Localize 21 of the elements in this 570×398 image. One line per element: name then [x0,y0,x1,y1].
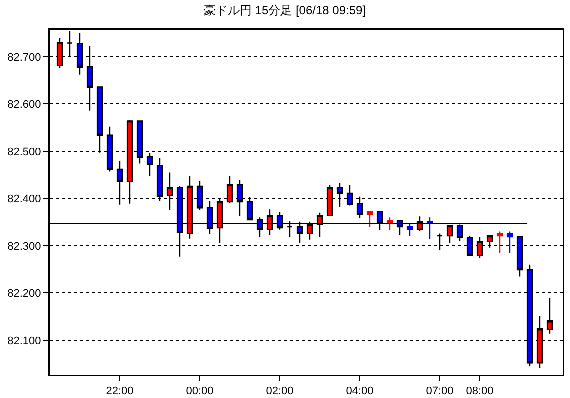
candlestick [496,231,504,254]
candlestick [146,152,154,177]
x-tick-label: 07:00 [426,386,454,398]
y-tick-label: 82.400 [8,194,42,206]
chart-title: 豪ドル円 15分足 [06/18 09:59] [204,3,366,18]
x-tick-label: 04:00 [346,386,374,398]
x-tick-label: 00:00 [186,386,214,398]
x-tick-label: 08:00 [466,386,494,398]
candlestick [366,210,374,228]
y-tick-label: 82.100 [8,335,42,348]
y-tick-label: 82.600 [8,99,42,112]
x-tick-label: 22:00 [106,386,134,398]
candlestick [426,217,434,240]
y-tick-label: 82.700 [8,52,42,64]
candlestick [506,231,514,254]
candlestick [406,224,414,237]
candlestick [546,298,554,334]
x-tick-label: 02:00 [266,386,294,398]
y-tick-label: 82.500 [8,146,42,158]
y-tick-label: 82.300 [8,240,42,253]
y-tick-label: 82.200 [8,288,42,300]
